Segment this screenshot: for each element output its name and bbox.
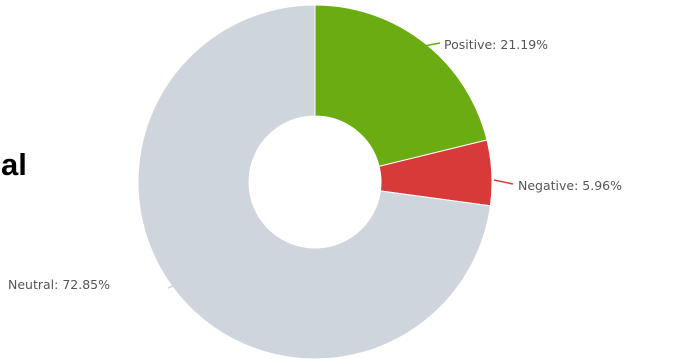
leader-line-negative bbox=[493, 179, 514, 185]
leader-lines bbox=[167, 42, 514, 289]
slice-label-positive: Positive: 21.19% bbox=[444, 37, 548, 52]
slice-neutral bbox=[137, 4, 491, 359]
donut-slices bbox=[137, 4, 493, 359]
slice-labels: Positive: 21.19% Negative: 5.96% Neutral: … bbox=[8, 37, 622, 292]
slice-label-negative: Negative: 5.96% bbox=[518, 178, 622, 193]
leader-line-positive bbox=[423, 42, 441, 47]
slice-positive bbox=[314, 4, 488, 167]
slice-label-neutral: Neutral: 72.85% bbox=[8, 277, 110, 292]
leader-line-neutral bbox=[167, 280, 186, 289]
cut-off-heading-text: al bbox=[1, 147, 27, 182]
